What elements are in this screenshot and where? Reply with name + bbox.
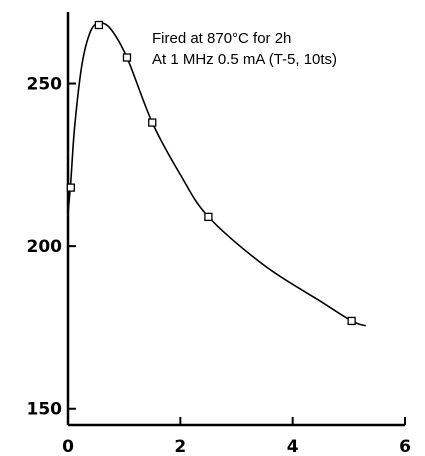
data-point-3 xyxy=(148,118,157,127)
data-point-5 xyxy=(347,316,356,326)
axes xyxy=(66,12,405,427)
x-tick-label-0: 0 xyxy=(62,437,74,456)
y-tick-label-2: 250 xyxy=(27,75,63,95)
data-point-1 xyxy=(94,20,104,30)
x-tick-label-3: 6 xyxy=(399,437,411,456)
annotation-firing: Fired at 870°C for 2h xyxy=(152,30,291,47)
data-point-0 xyxy=(66,183,75,192)
y-tick-label-0: 150 xyxy=(27,400,63,420)
annotations: Fired at 870°C for 2h At 1 MHz 0.5 mA (T… xyxy=(152,30,337,68)
y-tick-label-1: 200 xyxy=(27,237,63,257)
series-0-line xyxy=(67,22,366,327)
data-point-2 xyxy=(122,53,132,62)
annotation-measurement: At 1 MHz 0.5 mA (T-5, 10ts) xyxy=(152,51,337,68)
ticks: 0 2 4 6 150 200 250 xyxy=(27,75,411,456)
x-tick-label-1: 2 xyxy=(174,437,186,456)
data-point-4 xyxy=(204,212,213,222)
x-tick-label-2: 4 xyxy=(287,437,299,456)
series xyxy=(66,20,366,327)
